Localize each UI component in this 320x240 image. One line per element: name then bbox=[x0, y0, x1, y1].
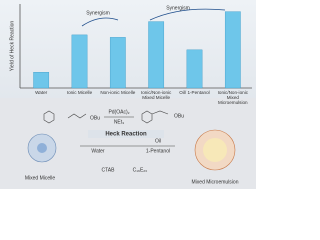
annotation: Synergism bbox=[86, 10, 110, 16]
bar bbox=[33, 72, 50, 89]
annotation: Synergism bbox=[166, 5, 190, 11]
microemulsion-core bbox=[203, 138, 227, 162]
molecule bbox=[43, 110, 55, 124]
bar bbox=[148, 21, 165, 89]
annotation: Heck Reaction bbox=[105, 132, 147, 138]
x-tick-label: Water bbox=[35, 90, 48, 95]
micelle-core bbox=[37, 143, 47, 153]
annotation: NEt₃ bbox=[114, 119, 124, 125]
annotation: 1-Pentanol bbox=[146, 148, 170, 154]
x-tick-label: Oil/ 1-Pentanol bbox=[179, 90, 210, 95]
annotation: OBu bbox=[90, 115, 100, 121]
arrow bbox=[81, 17, 119, 27]
arrow bbox=[149, 8, 226, 21]
annotation: C₁₆E₂₀ bbox=[133, 167, 148, 173]
x-tick-label: Ionic Micelle bbox=[66, 90, 93, 95]
x-tick-label: Ionic/Non-ionic Mixed Microemulsion bbox=[217, 90, 249, 105]
annotation: Oil bbox=[155, 138, 161, 144]
banner bbox=[88, 130, 164, 138]
annotation: Mixed Micelle bbox=[25, 175, 56, 181]
molecule bbox=[141, 110, 169, 124]
molecule bbox=[67, 113, 87, 119]
annotation: Mixed Microemulsion bbox=[192, 179, 239, 185]
x-tick-label: Non-ionic Micelle bbox=[100, 90, 136, 95]
chart: Yield of Heck Reaction Synergism Synergi… bbox=[0, 4, 256, 189]
bar bbox=[109, 37, 126, 89]
annotation: OBu bbox=[174, 113, 184, 119]
annotation: Water bbox=[91, 148, 104, 154]
annotation: CTAB bbox=[102, 167, 116, 173]
y-axis-label: Yield of Heck Reaction bbox=[9, 21, 15, 72]
bar bbox=[71, 34, 88, 89]
x-tick-label: Ionic/Non-ionic Mixed Micelle bbox=[140, 90, 172, 100]
graphical-abstract: Yield of Heck Reaction Synergism Synergi… bbox=[0, 0, 256, 189]
annotation: Pd(OAc)₂ bbox=[108, 109, 129, 115]
bar bbox=[186, 49, 203, 89]
bar bbox=[224, 11, 241, 89]
